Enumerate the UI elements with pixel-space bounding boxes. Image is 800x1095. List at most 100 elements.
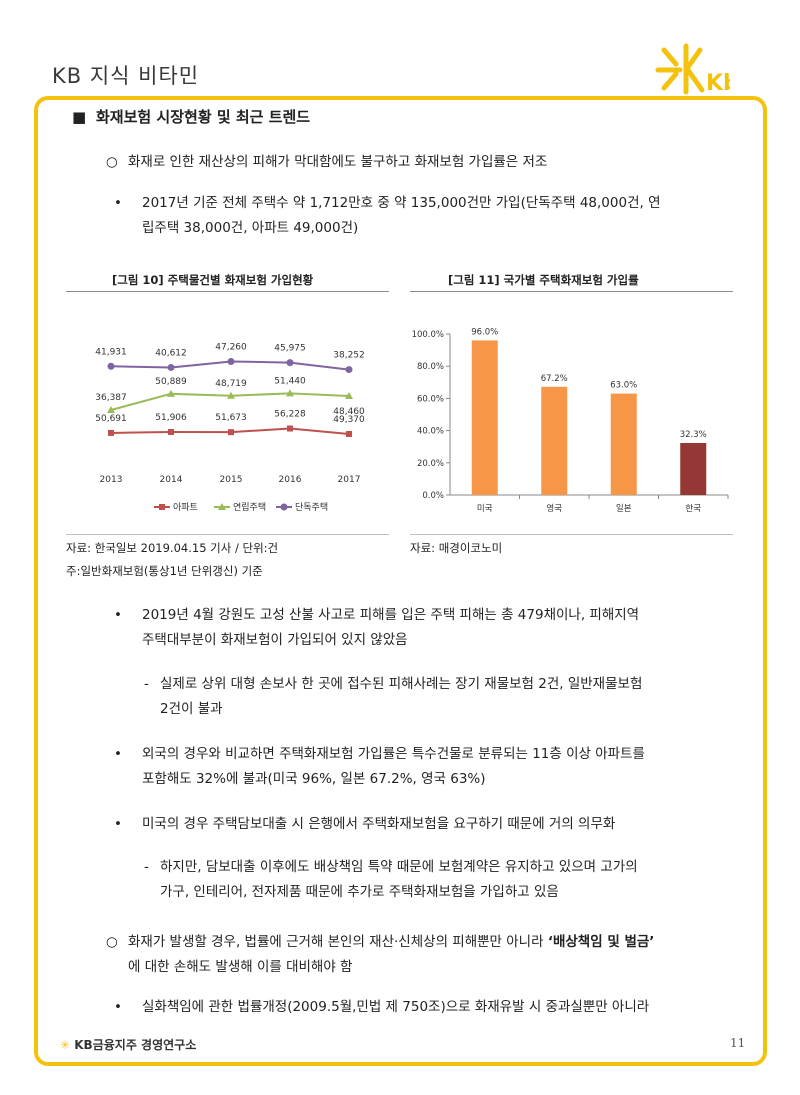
line-data-label: 38,252 bbox=[333, 351, 365, 361]
line-data-label: 51,440 bbox=[274, 376, 306, 386]
line-point bbox=[167, 389, 175, 397]
section-heading: 화재보험 시장현황 및 최근 트렌드 bbox=[96, 108, 311, 126]
line-data-label: 36,387 bbox=[95, 393, 127, 403]
kb-logo: Kb bbox=[655, 43, 730, 96]
line-data-label: 50,889 bbox=[155, 377, 187, 387]
paragraph-2-plain: 화재가 발생할 경우, 법률에 근거해 본인의 재산·신체상의 피해뿐만 아니라 bbox=[128, 934, 548, 950]
line-point bbox=[168, 428, 174, 435]
bullet-3: • bbox=[114, 746, 122, 762]
page-number: 11 bbox=[730, 1036, 746, 1050]
line-data-label: 50,691 bbox=[95, 414, 127, 424]
bar-y-tick: 60.0% bbox=[417, 394, 444, 404]
dash-2-line-1: 하지만, 담보대출 이후에도 배상책임 특약 때문에 보험계약은 유지하고 있으… bbox=[160, 859, 638, 875]
header-title: KB 지식 비타민 bbox=[52, 64, 200, 88]
footer-org: ✳ KB금융지주 경영연구소 bbox=[60, 1036, 196, 1053]
line-x-tick: 2013 bbox=[100, 475, 123, 485]
line-x-tick: 2015 bbox=[220, 475, 243, 485]
bullet-5-text: 실화책임에 관한 법률개정(2009.5월,민법 제 750조)으로 화재유발 … bbox=[142, 999, 650, 1015]
bar-y-tick: 20.0% bbox=[417, 459, 444, 469]
line-point bbox=[108, 429, 114, 436]
line-point bbox=[167, 363, 175, 371]
bullet-2: • bbox=[114, 607, 122, 623]
bullet-1: • bbox=[114, 195, 122, 211]
figure-10-source: 자료: 한국일보 2019.04.15 기사 / 단위:건 bbox=[66, 541, 279, 555]
legend-marker bbox=[218, 503, 226, 510]
legend-label: 아파트 bbox=[173, 502, 198, 513]
bullet-3-line-1: 외국의 경우와 비교하면 주택화재보험 가입률은 특수건물로 분류되는 11층 … bbox=[142, 746, 645, 762]
line-point bbox=[287, 425, 293, 432]
line-data-label: 51,673 bbox=[215, 413, 247, 423]
bullet-4: • bbox=[114, 816, 122, 832]
paragraph-2-line-2: 에 대한 손해도 발생해 이를 대비해야 함 bbox=[128, 959, 353, 975]
bullet-5: • bbox=[114, 999, 122, 1015]
legend-label: 단독주택 bbox=[295, 502, 328, 513]
logo-letter: Kb bbox=[706, 71, 730, 96]
line-point bbox=[345, 366, 353, 374]
paragraph-1: 화재로 인한 재산상의 피해가 막대함에도 불구하고 화재보험 가입률은 저조 bbox=[128, 154, 548, 170]
line-point bbox=[345, 392, 353, 399]
legend-label: 연립주택 bbox=[233, 502, 266, 513]
bar-category-label: 미국 bbox=[477, 504, 493, 514]
paragraph-2-emphasis: ‘배상책임 및 벌금’ bbox=[547, 934, 655, 950]
bar-value-label: 32.3% bbox=[680, 430, 707, 440]
figure-10-top-rule bbox=[66, 291, 389, 292]
line-point bbox=[286, 389, 294, 397]
bar-value-label: 63.0% bbox=[610, 381, 637, 391]
bar-y-tick: 80.0% bbox=[417, 362, 444, 372]
line-x-tick: 2017 bbox=[338, 475, 361, 485]
figure-10-title: [그림 10] 주택물건별 화재보험 가입현황 bbox=[112, 273, 314, 287]
line-x-tick: 2014 bbox=[160, 475, 183, 485]
bar-3 bbox=[610, 393, 637, 495]
bullet-3-line-2: 포함해도 32%에 불과(미국 96%, 일본 67.2%, 영국 63%) bbox=[142, 771, 486, 787]
line-data-label: 51,906 bbox=[155, 413, 187, 423]
line-data-label: 49,370 bbox=[333, 415, 365, 425]
bar-1 bbox=[471, 340, 498, 495]
line-point bbox=[107, 362, 115, 370]
circle-marker-1: ○ bbox=[106, 154, 118, 170]
bullet-1-line-2: 립주택 38,000건, 아파트 49,000건) bbox=[142, 220, 359, 236]
figure-11-title: [그림 11] 국가별 주택화재보험 가입률 bbox=[448, 273, 639, 287]
dash-1: - bbox=[144, 676, 149, 692]
line-point bbox=[107, 406, 115, 413]
line-data-label: 45,975 bbox=[274, 344, 306, 354]
bar-y-tick: 100.0% bbox=[412, 330, 444, 340]
bar-4 bbox=[680, 442, 707, 495]
line-data-label: 48,719 bbox=[215, 379, 247, 389]
line-x-tick: 2016 bbox=[279, 475, 302, 485]
line-data-label: 56,228 bbox=[274, 410, 306, 420]
figure-10-bottom-rule bbox=[66, 534, 389, 535]
line-data-label: 41,931 bbox=[95, 347, 127, 357]
bullet-1-line-1: 2017년 기준 전체 주택수 약 1,712만호 중 약 135,000건만 … bbox=[142, 195, 661, 211]
line-chart: 50,691 51,906 51,673 56,228 49,370 36,387 50,8… bbox=[95, 342, 365, 513]
figure-11-source: 자료: 매경이코노미 bbox=[410, 541, 503, 555]
line-data-label: 40,612 bbox=[155, 348, 187, 358]
line-point bbox=[286, 359, 294, 367]
dash-1-line-1: 실제로 상위 대형 손보사 한 곳에 접수된 피해사례는 장기 재물보험 2건,… bbox=[160, 676, 643, 692]
figure-11-top-rule bbox=[410, 291, 733, 292]
legend-marker bbox=[159, 504, 165, 510]
line-data-label: 47,260 bbox=[215, 342, 247, 352]
bullet-2-line-2: 주택대부분이 화재보험이 가입되어 있지 않았음 bbox=[142, 632, 408, 648]
figure-11-bottom-rule bbox=[410, 534, 733, 535]
bar-value-label: 67.2% bbox=[541, 374, 568, 384]
paragraph-2-line-1: 화재가 발생할 경우, 법률에 근거해 본인의 재산·신체상의 피해뿐만 아니라… bbox=[128, 930, 654, 954]
dash-2-line-2: 가구, 인테리어, 전자제품 때문에 추가로 주택화재보험을 가입하고 있음 bbox=[160, 884, 559, 900]
heading-marker: ■ bbox=[72, 108, 87, 126]
bar-y-tick: 0.0% bbox=[422, 491, 444, 501]
bar-y-tick: 40.0% bbox=[417, 427, 444, 437]
bullet-2-line-1: 2019년 4월 강원도 고성 산불 사고로 피해를 입은 주택 피해는 총 4… bbox=[142, 607, 640, 623]
figure-10-note: 주:일반화재보험(통상1년 단위갱신) 기준 bbox=[66, 564, 263, 578]
bar-value-label: 96.0% bbox=[471, 327, 498, 337]
bar-chart: 0.0% 20.0% 40.0% 60.0% 80.0% 100.0% 96.0% 미국 67.… bbox=[412, 327, 729, 514]
bullet-4-text: 미국의 경우 주택담보대출 시 은행에서 주택화재보험을 요구하기 때문에 거의… bbox=[142, 816, 616, 832]
legend-marker bbox=[280, 503, 288, 511]
bar-category-label: 일본 bbox=[616, 504, 632, 514]
line-point bbox=[227, 357, 235, 365]
bar-2 bbox=[541, 386, 568, 495]
line-point bbox=[228, 429, 234, 436]
bar-category-label: 한국 bbox=[685, 504, 701, 514]
footer-logo-icon: ✳ bbox=[60, 1038, 71, 1052]
content-frame bbox=[34, 96, 767, 1066]
dash-1-line-2: 2건이 불과 bbox=[160, 701, 223, 717]
circle-marker-2: ○ bbox=[106, 934, 118, 950]
